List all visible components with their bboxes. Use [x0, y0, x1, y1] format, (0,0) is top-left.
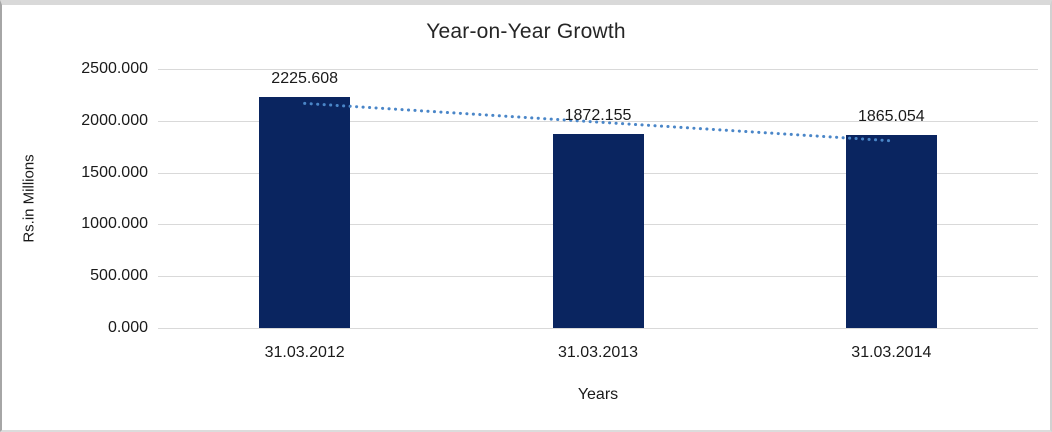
data-label: 1872.155 [564, 107, 632, 125]
y-tick-label: 500.000 [90, 267, 148, 285]
x-tick-label: 31.03.2012 [264, 344, 345, 361]
data-label: 2225.608 [271, 70, 339, 88]
bar [845, 134, 937, 328]
bar [259, 97, 351, 328]
y-tick-label: 0.000 [107, 319, 148, 336]
x-tick-label: 31.03.2013 [557, 344, 639, 361]
bar [552, 134, 644, 328]
y-axis-tick-labels: 2500.000 2000.000 1500.000 1000.000 500.000 0… [2, 61, 148, 336]
y-tick-label: 2500.000 [81, 60, 148, 77]
x-tick-label: 31.03.2014 [851, 344, 932, 361]
x-axis-title: Years [577, 386, 619, 403]
y-tick-label: 1500.000 [81, 163, 148, 181]
gridline [158, 328, 1038, 329]
chart-title: Year-on-Year Growth [426, 20, 626, 43]
y-tick-label: 1000.000 [81, 215, 148, 233]
gridline [158, 69, 1038, 70]
data-label: 1865.054 [857, 107, 925, 125]
y-tick-label: 2000.000 [81, 111, 148, 129]
x-axis-tick-labels: 31.03.2012 31.03.2013 31.03.2014 [158, 344, 1038, 364]
plot-area: 2225.608 1872.155 1865.054 [158, 69, 1038, 329]
